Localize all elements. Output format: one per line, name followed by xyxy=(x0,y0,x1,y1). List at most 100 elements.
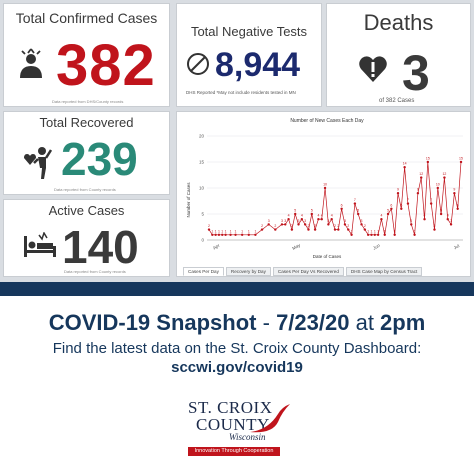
chart-data-point[interactable] xyxy=(247,233,250,236)
chart-data-point[interactable] xyxy=(340,207,343,210)
chart-data-point[interactable] xyxy=(211,233,214,236)
chart-data-label: 2 xyxy=(314,224,316,228)
chart-data-point[interactable] xyxy=(300,218,304,221)
chart-data-point[interactable] xyxy=(410,223,413,226)
chart-data-point[interactable] xyxy=(433,228,436,231)
chart-data-point[interactable] xyxy=(449,223,453,226)
chart-y-axis-label: Number of Cases xyxy=(186,182,191,218)
chart-data-point[interactable] xyxy=(254,233,257,236)
snapshot-title: COVID-19 Snapshot - 7/23/20 at 2pm xyxy=(0,310,474,336)
chart-data-point[interactable] xyxy=(343,223,347,226)
chart-data-point[interactable] xyxy=(403,166,406,169)
chart-data-point[interactable] xyxy=(290,228,294,231)
chart-data-point[interactable] xyxy=(357,212,360,216)
recovered-value: 239 xyxy=(61,133,138,185)
chart-data-point[interactable] xyxy=(423,218,426,221)
tab-dhs-case-map[interactable]: DHS Case Map by Census Tract xyxy=(345,267,423,276)
chart-data-point[interactable] xyxy=(320,218,323,221)
chart-data-point[interactable] xyxy=(240,233,244,236)
chart-data-label: 3 xyxy=(361,219,363,223)
chart-data-label: 14 xyxy=(403,162,407,166)
chart-data-point[interactable] xyxy=(280,223,284,226)
chart-data-point[interactable] xyxy=(347,228,350,231)
chart-data-point[interactable] xyxy=(380,218,383,221)
chart-data-point[interactable] xyxy=(393,233,396,236)
chart-data-point[interactable] xyxy=(426,160,430,164)
chart-data-point[interactable] xyxy=(274,228,277,231)
chart-data-point[interactable] xyxy=(453,192,456,195)
chart-data-point[interactable] xyxy=(294,212,297,216)
chart-data-point[interactable] xyxy=(390,207,393,210)
chart-data-point[interactable] xyxy=(386,212,390,216)
chart-data-point[interactable] xyxy=(333,228,337,231)
chart-data-point[interactable] xyxy=(439,212,443,216)
confirmed-cases-value: 382 xyxy=(56,33,156,98)
chart-data-point[interactable] xyxy=(406,202,410,205)
chart-data-point[interactable] xyxy=(323,186,327,190)
chart-data-point[interactable] xyxy=(284,223,287,226)
chart-data-label: 3 xyxy=(327,219,329,223)
chart-data-label: 1 xyxy=(248,229,250,233)
recovered-footnote: Data reported from County records xyxy=(54,187,116,192)
chart-data-point[interactable] xyxy=(363,228,367,231)
chart-data-point[interactable] xyxy=(360,223,363,226)
tab-recovery-by-day[interactable]: Recovery by Day xyxy=(225,267,271,276)
chart-data-point[interactable] xyxy=(376,233,380,236)
chart-data-point[interactable] xyxy=(229,233,232,236)
chart-data-point[interactable] xyxy=(446,218,449,221)
chart-data-point[interactable] xyxy=(350,233,353,236)
chart-data-point[interactable] xyxy=(287,218,290,221)
recovered-title: Total Recovered xyxy=(39,115,134,130)
chart-data-label: 2 xyxy=(347,224,349,228)
chart-data-point[interactable] xyxy=(337,228,340,231)
chart-data-point[interactable] xyxy=(413,233,416,236)
chart-data-point[interactable] xyxy=(207,228,211,231)
chart-data-point[interactable] xyxy=(330,218,333,221)
chart-data-point[interactable] xyxy=(327,223,330,226)
dashboard-link[interactable]: sccwi.gov/covid19 xyxy=(171,359,303,376)
chart-data-point[interactable] xyxy=(217,233,221,236)
chart-data-label: 2 xyxy=(274,224,276,228)
chart-data-label: 2 xyxy=(433,224,435,228)
chart-data-point[interactable] xyxy=(317,218,320,221)
snapshot-title-label: COVID-19 Snapshot xyxy=(48,310,257,335)
chart-data-point[interactable] xyxy=(267,223,270,226)
deaths-title: Deaths xyxy=(363,10,434,35)
chart-data-point[interactable] xyxy=(303,223,307,226)
chart-data-label: 9 xyxy=(397,188,399,192)
chart-data-point[interactable] xyxy=(370,233,373,236)
chart-data-point[interactable] xyxy=(366,233,370,236)
chart-data-point[interactable] xyxy=(260,228,264,231)
chart-data-point[interactable] xyxy=(221,233,224,236)
chart-data-point[interactable] xyxy=(234,233,237,236)
chart-data-point[interactable] xyxy=(436,186,439,190)
chart-data-point[interactable] xyxy=(396,192,400,195)
chart-x-tick-label: Jul xyxy=(453,243,460,250)
chart-data-point[interactable] xyxy=(416,192,420,195)
chart-data-label: 2 xyxy=(337,224,339,228)
chart-data-point[interactable] xyxy=(297,223,300,226)
chart-data-point[interactable] xyxy=(443,176,446,179)
chart-data-point[interactable] xyxy=(459,160,463,164)
negative-tests-value: 8,944 xyxy=(215,46,301,84)
chart-data-point[interactable] xyxy=(310,212,313,216)
chart-data-label: 9 xyxy=(417,188,419,192)
chart-tab-bar: Cases Per Day Recovery by Day Cases Per … xyxy=(183,267,423,276)
chart-data-point[interactable] xyxy=(420,176,423,179)
chart-data-point[interactable] xyxy=(383,233,386,236)
chart-data-point[interactable] xyxy=(353,202,357,205)
chart-data-point[interactable] xyxy=(307,228,310,231)
tab-cases-vs-recovered[interactable]: Cases Per Day Vs Recovered xyxy=(272,267,344,276)
tab-cases-per-day[interactable]: Cases Per Day xyxy=(183,267,224,276)
chart-data-point[interactable] xyxy=(400,207,403,210)
chart-data-point[interactable] xyxy=(313,228,317,231)
chart-data-point[interactable] xyxy=(456,207,459,210)
chart-data-point[interactable] xyxy=(373,233,376,236)
chart-data-label: 3 xyxy=(410,219,412,223)
chart-data-label: 1 xyxy=(367,229,369,233)
chart-data-label: 1 xyxy=(225,229,227,233)
chart-data-label: 1 xyxy=(351,229,353,233)
chart-data-point[interactable] xyxy=(429,202,433,205)
chart-data-point[interactable] xyxy=(224,233,227,236)
chart-data-point[interactable] xyxy=(214,233,217,236)
